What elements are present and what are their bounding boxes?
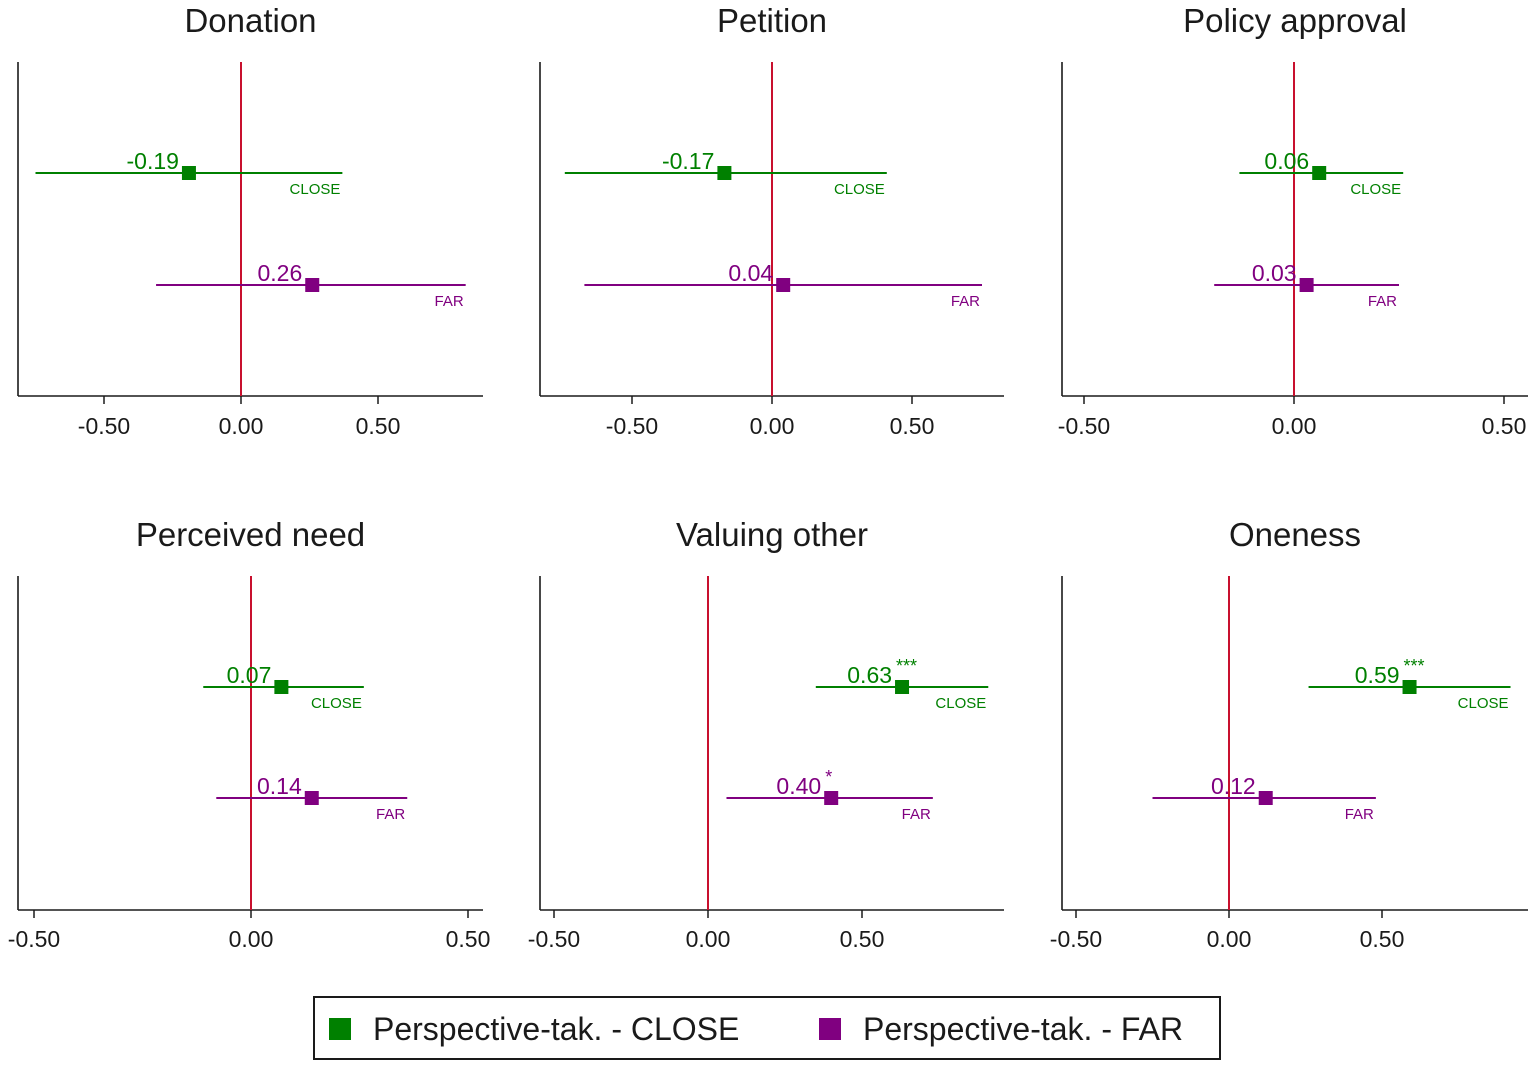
estimate-label-close-valuing-other: 0.63 xyxy=(847,662,892,688)
x-tick-label-policy-approval: -0.50 xyxy=(1058,413,1110,439)
panel-title-petition: Petition xyxy=(717,2,827,39)
x-tick-label-oneness: -0.50 xyxy=(1050,926,1102,952)
estimate-label-far-policy-approval: 0.03 xyxy=(1252,260,1297,286)
series-tag-close-donation: CLOSE xyxy=(290,181,341,198)
panel-title-perceived-need: Perceived need xyxy=(136,516,365,553)
estimate-marker-far-oneness xyxy=(1258,791,1273,805)
legend-item-far: Perspective-tak. - FAR xyxy=(819,1010,1184,1047)
panel-title-policy-approval: Policy approval xyxy=(1183,2,1407,39)
panel-title-donation: Donation xyxy=(184,2,316,39)
estimate-label-far-perceived-need: 0.14 xyxy=(257,773,302,799)
x-tick-label-petition: 0.50 xyxy=(890,413,935,439)
x-tick-label-petition: 0.00 xyxy=(750,413,795,439)
x-tick-label-policy-approval: 0.00 xyxy=(1272,413,1317,439)
estimate-label-close-policy-approval: 0.06 xyxy=(1264,148,1309,174)
legend-label-far: Perspective-tak. - FAR xyxy=(863,1010,1184,1047)
estimate-label-far-valuing-other: 0.40 xyxy=(776,773,821,799)
estimate-marker-close-petition xyxy=(717,166,732,180)
estimate-label-close-petition: -0.17 xyxy=(662,148,714,174)
x-tick-label-policy-approval: 0.50 xyxy=(1482,413,1527,439)
estimate-marker-close-policy-approval xyxy=(1312,166,1327,180)
estimate-marker-far-donation xyxy=(305,278,320,292)
x-tick-label-valuing-other: -0.50 xyxy=(528,926,580,952)
estimate-marker-far-petition xyxy=(776,278,791,292)
x-tick-label-perceived-need: -0.50 xyxy=(8,926,60,952)
estimate-marker-close-donation xyxy=(181,166,196,180)
series-tag-far-oneness: FAR xyxy=(1345,806,1374,823)
estimate-marker-far-valuing-other xyxy=(824,791,839,805)
series-tag-far-donation: FAR xyxy=(434,293,463,310)
estimate-label-close-perceived-need: 0.07 xyxy=(227,662,272,688)
estimate-marker-far-policy-approval xyxy=(1299,278,1314,292)
series-tag-close-oneness: CLOSE xyxy=(1458,695,1509,712)
estimate-label-far-donation: 0.26 xyxy=(257,260,302,286)
x-tick-label-perceived-need: 0.50 xyxy=(446,926,491,952)
panel-title-valuing-other: Valuing other xyxy=(676,516,868,553)
panel-title-oneness: Oneness xyxy=(1229,516,1361,553)
estimate-marker-close-oneness xyxy=(1402,680,1417,694)
series-tag-close-policy-approval: CLOSE xyxy=(1350,181,1401,198)
estimate-label-far-petition: 0.04 xyxy=(728,260,773,286)
estimate-label-close-oneness: 0.59 xyxy=(1355,662,1400,688)
estimate-marker-close-perceived-need xyxy=(274,680,289,694)
estimate-label-close-donation: -0.19 xyxy=(127,148,179,174)
series-tag-close-valuing-other: CLOSE xyxy=(935,695,986,712)
x-tick-label-donation: 0.50 xyxy=(356,413,401,439)
x-tick-label-oneness: 0.00 xyxy=(1207,926,1252,952)
x-tick-label-perceived-need: 0.00 xyxy=(229,926,274,952)
significance-stars-far-valuing-other: * xyxy=(825,767,832,787)
x-tick-label-donation: 0.00 xyxy=(219,413,264,439)
series-tag-close-petition: CLOSE xyxy=(834,181,885,198)
estimate-marker-close-valuing-other xyxy=(895,680,910,694)
legend-label-close: Perspective-tak. - CLOSE xyxy=(373,1010,740,1047)
x-tick-label-oneness: 0.50 xyxy=(1360,926,1405,952)
x-tick-label-donation: -0.50 xyxy=(78,413,130,439)
legend: Perspective-tak. - CLOSE Perspective-tak… xyxy=(313,996,1221,1060)
estimate-marker-far-perceived-need xyxy=(304,791,319,805)
estimate-label-far-oneness: 0.12 xyxy=(1211,773,1256,799)
series-tag-far-petition: FAR xyxy=(951,293,980,310)
x-tick-label-valuing-other: 0.00 xyxy=(686,926,731,952)
x-tick-label-petition: -0.50 xyxy=(606,413,658,439)
series-tag-far-perceived-need: FAR xyxy=(376,806,405,823)
legend-swatch-close xyxy=(329,1018,351,1040)
legend-item-close: Perspective-tak. - CLOSE xyxy=(329,1010,740,1047)
legend-swatch-far xyxy=(819,1018,841,1040)
significance-stars-close-oneness: *** xyxy=(1404,656,1425,676)
x-tick-label-valuing-other: 0.50 xyxy=(840,926,885,952)
series-tag-far-policy-approval: FAR xyxy=(1368,293,1397,310)
significance-stars-close-valuing-other: *** xyxy=(896,656,917,676)
series-tag-far-valuing-other: FAR xyxy=(902,806,931,823)
series-tag-close-perceived-need: CLOSE xyxy=(311,695,362,712)
